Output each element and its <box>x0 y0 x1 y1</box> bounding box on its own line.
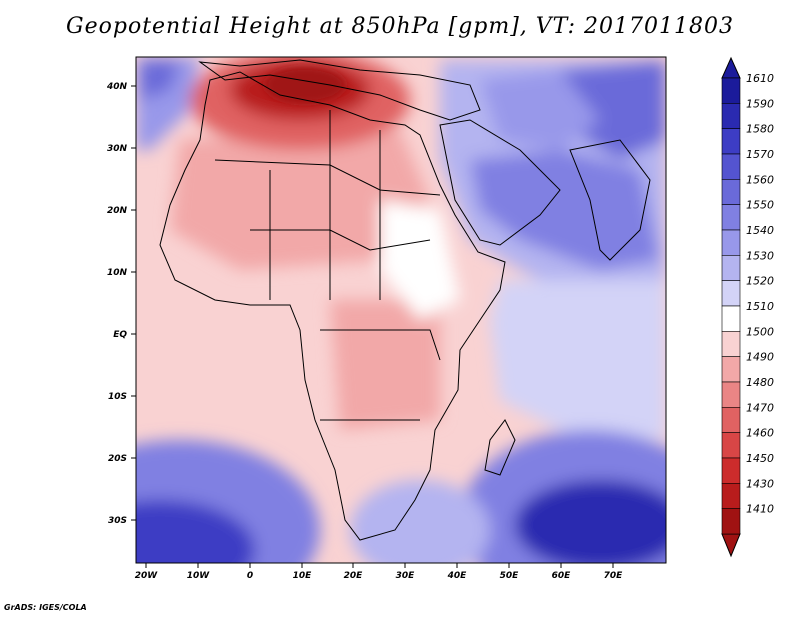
coast-india <box>569 139 651 261</box>
colorbar-label-1500: 1500 <box>746 325 774 338</box>
colorbar-label-1570: 1570 <box>746 148 774 161</box>
lat-label-30n: 30N <box>107 144 128 154</box>
colorbar-cell-1500 <box>721 331 741 357</box>
lat-label-30s: 30S <box>108 516 127 526</box>
lon-label-40e: 40E <box>447 571 468 581</box>
colorbar-cell-1580 <box>721 128 741 155</box>
colorbar-cell-1510 <box>721 305 741 332</box>
field-lightblue-s <box>350 480 490 563</box>
grads-credit: GrADS: IGES/COLA <box>4 603 87 612</box>
border-5 <box>320 329 441 361</box>
field-blue-se-deep <box>515 480 666 563</box>
colorbar-label-1470: 1470 <box>746 401 774 414</box>
colorbar: 1610 1590 1580 1570 1560 1550 1540 1530 1520 1510… <box>721 56 774 558</box>
field-blue-sw-deep <box>136 500 255 563</box>
colorbar-label-1530: 1530 <box>746 249 774 262</box>
colorbar-cell-1470 <box>721 407 741 433</box>
colorbar-top-arrow <box>721 56 741 79</box>
colorbar-cell-1530 <box>721 255 741 281</box>
colorbar-cell-1610 <box>721 77 741 104</box>
height-field <box>136 57 666 563</box>
lon-label-30e: 30E <box>396 571 416 581</box>
colorbar-label-1460: 1460 <box>746 427 774 440</box>
lon-label-20w: 20W <box>135 571 159 581</box>
colorbar-cell-1430 <box>721 483 741 509</box>
lon-label-60e: 60E <box>552 571 572 581</box>
border-1 <box>214 159 441 196</box>
lon-axis: 20W 10W 0 10E 20E 30E 40E 50E 60E 70E <box>135 563 623 581</box>
field-red-core <box>265 67 345 103</box>
coastlines <box>159 59 651 541</box>
colorbar-cell-1480 <box>721 381 741 408</box>
colorbar-label-1580: 1580 <box>746 123 774 136</box>
field-blue-nw-deep <box>140 60 180 100</box>
lon-label-70e: 70E <box>604 571 624 581</box>
field-blue-iran <box>480 70 600 150</box>
colorbar-cell-1550 <box>721 204 741 231</box>
colorbar-label-1410: 1410 <box>746 503 774 516</box>
field-red-sahara <box>170 130 430 270</box>
lat-label-eq: EQ <box>113 330 127 340</box>
colorbar-cell-1490 <box>721 356 741 383</box>
colorbar-cell-1560 <box>721 179 741 205</box>
lat-label-20n: 20N <box>107 206 128 216</box>
colorbar-cell-1460 <box>721 432 741 459</box>
colorbar-bottom-arrow <box>721 533 741 558</box>
colorbar-cell-1590 <box>721 103 741 129</box>
plot-frame <box>135 56 667 564</box>
lat-label-20s: 20S <box>108 454 127 464</box>
colorbar-label-1490: 1490 <box>746 351 774 364</box>
colorbar-label-1550: 1550 <box>746 199 774 212</box>
lat-label-40n: 40N <box>106 82 128 92</box>
lon-label-10e: 10E <box>293 571 313 581</box>
colorbar-cell-1520 <box>721 280 741 307</box>
colorbar-label-1510: 1510 <box>746 300 774 313</box>
colorbar-label-1610: 1610 <box>746 72 774 85</box>
coast-arabia <box>439 119 561 246</box>
lat-label-10s: 10S <box>108 392 127 402</box>
colorbar-cell-1570 <box>721 153 741 180</box>
field-blue-arabia <box>470 150 660 270</box>
colorbar-label-1480: 1480 <box>746 376 774 389</box>
colorbar-label-1520: 1520 <box>746 275 774 288</box>
coast-madagascar <box>484 419 516 476</box>
colorbar-label-1540: 1540 <box>746 224 774 237</box>
colorbar-label-1560: 1560 <box>746 173 774 186</box>
border-2 <box>250 229 431 251</box>
colorbar-label-1590: 1590 <box>746 97 774 110</box>
lon-label-0: 0 <box>247 571 253 581</box>
colorbar-cell-1540 <box>721 229 741 256</box>
lat-label-10n: 10N <box>107 268 128 278</box>
lon-label-20e: 20E <box>344 571 364 581</box>
colorbar-cell-1410 <box>721 508 741 535</box>
lon-label-10w: 10W <box>187 571 211 581</box>
field-red-congo <box>330 300 440 430</box>
coast-europe <box>198 59 481 121</box>
field-white-horn <box>380 200 460 320</box>
field-blue-asia <box>560 60 666 160</box>
field-lightblue-io <box>490 280 666 440</box>
colorbar-cell-1450 <box>721 457 741 484</box>
chart-title: Geopotential Height at 850hPa [gpm], VT:… <box>66 14 734 39</box>
colorbar-label-1430: 1430 <box>746 477 774 490</box>
colorbar-label-1450: 1450 <box>746 452 774 465</box>
lat-axis: 40N 30N 20N 10N EQ 10S 20S 30S <box>106 82 136 526</box>
coast-africa <box>159 71 506 541</box>
lon-label-50e: 50E <box>500 571 520 581</box>
